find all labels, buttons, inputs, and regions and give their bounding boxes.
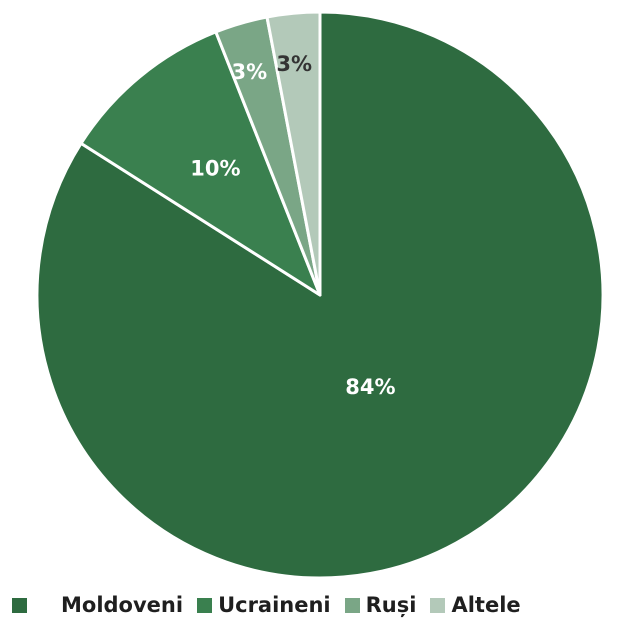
- legend-swatch: [197, 597, 213, 613]
- legend-item-moldoveni: Moldoveni: [12, 593, 183, 617]
- slice-label-altele: 3%: [276, 52, 312, 76]
- legend: Moldoveni Ucraineni Ruși Altele: [12, 593, 521, 617]
- legend-item-altele: Altele: [430, 593, 521, 617]
- pie-slice-ucraineni: [79, 30, 322, 297]
- slice-label-ucraineni: 10%: [190, 157, 240, 181]
- legend-item-ucraineni: Ucraineni: [197, 593, 331, 617]
- legend-item-ruși: Ruși: [344, 593, 417, 617]
- slice-label-moldoveni: 84%: [345, 375, 395, 399]
- pie-slice-altele: [265, 10, 322, 297]
- legend-label: Ruși: [365, 593, 417, 617]
- legend-swatch: [430, 597, 446, 613]
- legend-swatch: [344, 597, 360, 613]
- legend-swatch: [12, 597, 27, 613]
- pie-slices: [35, 10, 605, 580]
- slice-label-ruși: 3%: [231, 60, 267, 84]
- pie-chart: 84% 10% 3% 3%: [35, 10, 605, 580]
- legend-label: Altele: [451, 593, 521, 617]
- legend-label: Ucraineni: [218, 593, 331, 617]
- pie-labels: 84% 10% 3% 3%: [190, 52, 395, 399]
- legend-label: Moldoveni: [61, 593, 184, 617]
